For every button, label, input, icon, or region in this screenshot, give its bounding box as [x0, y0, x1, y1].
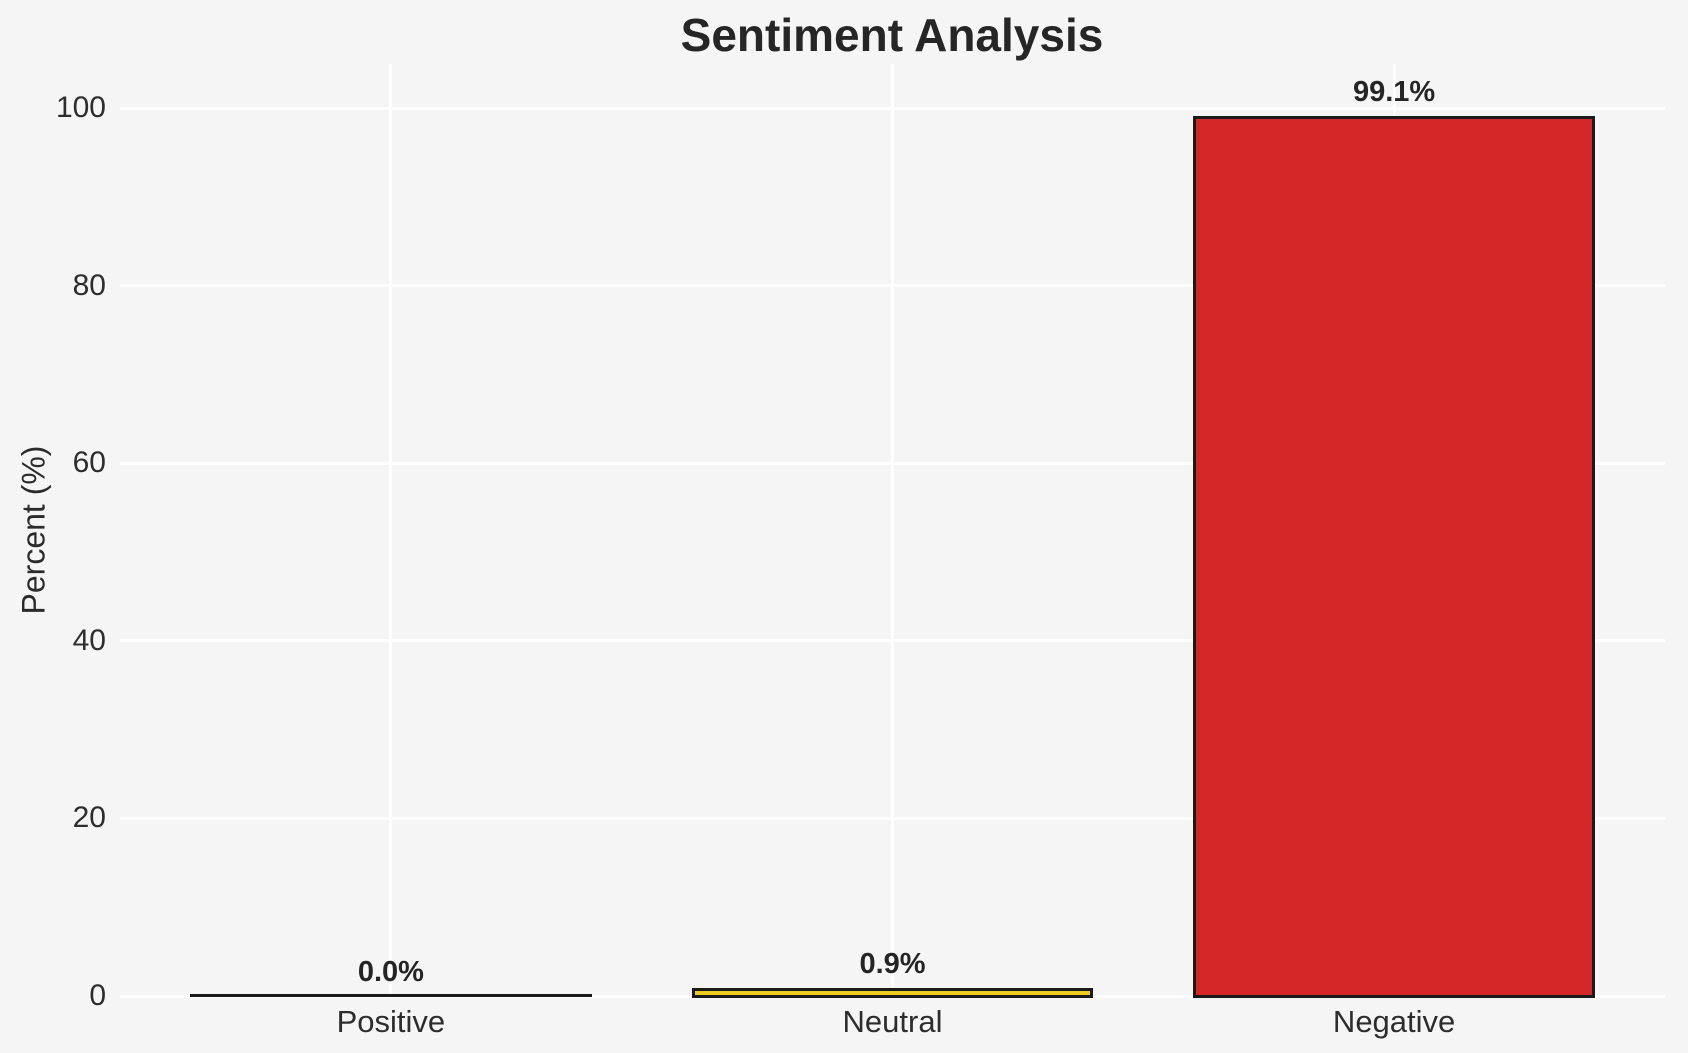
bar-value-label-positive: 0.0%	[357, 956, 424, 988]
chart-title: Sentiment Analysis	[680, 9, 1104, 61]
gridline-v-neutral	[891, 64, 894, 996]
y-tick-label-60: 60	[72, 446, 106, 480]
x-tick-label-neutral: Neutral	[842, 1004, 943, 1039]
bar-neutral	[691, 988, 1094, 998]
plot-area: 0.0% 0.9% 99.1%	[120, 64, 1665, 998]
y-tick-label-0: 0	[89, 979, 106, 1012]
bar-value-label-neutral: 0.9%	[859, 948, 926, 981]
y-tick-label-100: 100	[55, 91, 106, 125]
y-tick-label-20: 20	[72, 801, 106, 835]
bar-positive	[190, 994, 592, 997]
bar-negative	[1193, 116, 1595, 998]
x-tick-label-negative: Negative	[1332, 1004, 1456, 1039]
x-tick-label-positive: Positive	[336, 1004, 446, 1039]
y-tick-label-80: 80	[72, 268, 106, 302]
bar-value-label-negative: 99.1%	[1352, 76, 1436, 109]
gridline-v-positive	[389, 64, 393, 996]
y-tick-label-40: 40	[72, 623, 106, 657]
